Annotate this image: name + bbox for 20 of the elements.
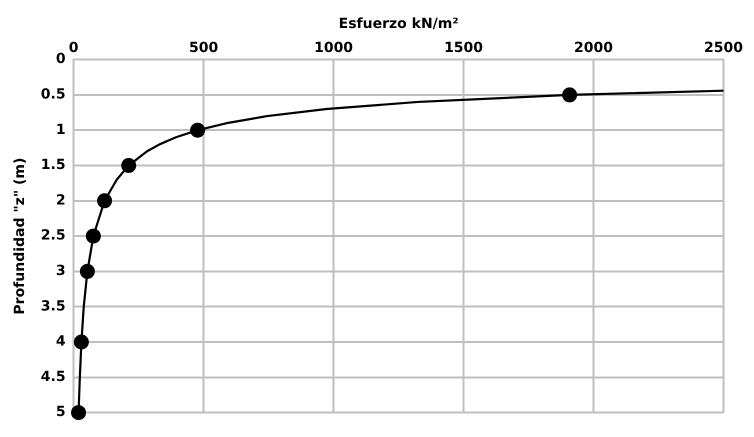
- y-axis-title: Profundidad "z" (m): [12, 158, 28, 315]
- y-tick-label: 2: [56, 192, 66, 208]
- y-tick-label: 2.5: [40, 228, 66, 244]
- y-tick-label: 5: [56, 404, 66, 420]
- y-tick-label: 3.5: [40, 298, 66, 314]
- point: [71, 405, 86, 420]
- y-tick-label: 0: [56, 51, 66, 68]
- y-tick-label: 4.5: [40, 368, 66, 385]
- y-tick-label: 3: [56, 263, 66, 280]
- x-tick-label: 2500: [704, 40, 744, 56]
- y-tick-label: 4: [56, 334, 66, 350]
- x-tick-label: 2000: [574, 40, 614, 56]
- y-tick-label: 1: [56, 122, 66, 138]
- y-tick-label: 0.5: [40, 86, 66, 103]
- y-tick-label: 1.5: [40, 157, 66, 174]
- x-tick-label: 1000: [314, 40, 354, 56]
- x-tick-label: 1500: [444, 40, 484, 56]
- x-tick-label: 500: [188, 40, 218, 56]
- x-axis-title: Esfuerzo kN/m²: [338, 16, 458, 32]
- x-tick-label: 0: [68, 40, 79, 56]
